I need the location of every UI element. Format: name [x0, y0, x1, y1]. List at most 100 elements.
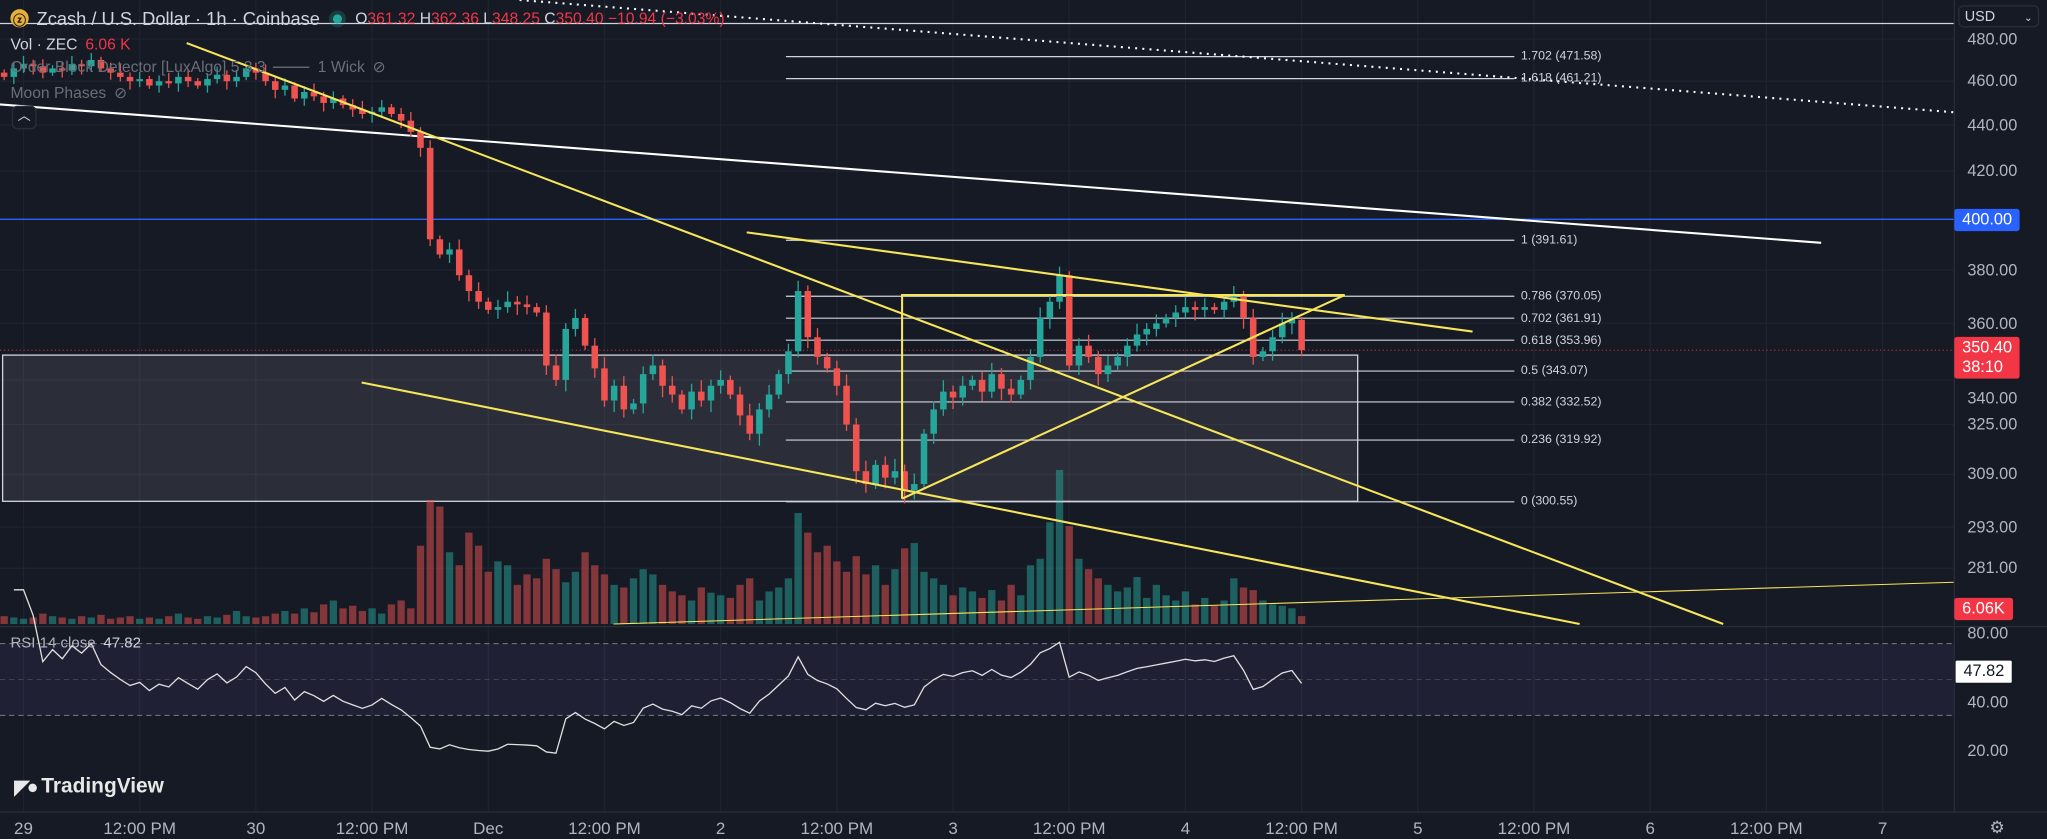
candle-down: [659, 365, 666, 386]
volume-bar: [1007, 584, 1015, 625]
volume-bar: [455, 565, 463, 625]
volume-bar: [349, 605, 357, 625]
volume-bar: [77, 616, 86, 625]
fib-level-label: 1.702 (471.58): [1520, 49, 1602, 64]
rsi-legend[interactable]: RSI 14 close 47.82: [10, 635, 141, 652]
candle-up: [794, 291, 802, 352]
volume-bar: [116, 617, 124, 625]
candle-up: [155, 81, 163, 86]
candle-up: [1259, 351, 1267, 357]
time-axis-label: 5: [1413, 818, 1423, 839]
volume-bar: [68, 618, 76, 625]
volume-bar: [223, 614, 231, 625]
time-axis-label: 12:00 PM: [335, 818, 409, 839]
candle-up: [10, 68, 18, 77]
volume-bar: [329, 600, 338, 625]
alert-price-tag[interactable]: 400.00: [1954, 208, 2020, 232]
chevron-up-icon: ︿: [17, 109, 31, 125]
volume-bar: [784, 578, 793, 625]
descending-resistance-line: [746, 231, 1473, 333]
volume-bar: [639, 569, 647, 625]
volume-bar: [126, 616, 134, 625]
tradingview-logo-icon: ◤●: [14, 776, 38, 799]
candle-up: [572, 317, 579, 329]
candle-up: [872, 464, 879, 485]
volume-bar: [726, 597, 734, 625]
time-axis-label: 12:00 PM: [568, 818, 641, 839]
candle-down: [426, 147, 434, 240]
volume-bar: [1259, 600, 1267, 625]
volume-bar: [1181, 591, 1190, 625]
candle-down: [881, 464, 889, 478]
volume-bar: [804, 532, 812, 625]
candle-up: [969, 379, 976, 386]
hidden-eye-icon[interactable]: ⊘: [114, 83, 128, 102]
symbol-legend[interactable]: ⓩ Zcash / U.S. Dollar · 1h · Coinbase O3…: [10, 7, 725, 29]
volume-bar: [658, 584, 667, 625]
volume-bar: [1239, 587, 1248, 625]
time-axis-label: 2: [715, 818, 726, 839]
volume-bar: [474, 545, 483, 625]
candle-up: [330, 98, 337, 103]
candles: [0, 53, 1305, 504]
candle-up: [891, 471, 899, 478]
time-axis-label: 4: [1180, 818, 1191, 839]
volume-bar: [358, 610, 367, 625]
volume-bar: [591, 565, 599, 625]
tradingview-logo[interactable]: ◤● TradingView: [14, 775, 164, 799]
volume-bar: [852, 556, 860, 625]
volume-bar: [48, 616, 57, 625]
volume-bar: [813, 552, 822, 625]
candle-down: [1085, 345, 1092, 357]
volume-bar: [1268, 604, 1277, 625]
volume-bar: [184, 617, 192, 625]
time-axis-label: 7: [1877, 818, 1888, 839]
time-axis-label: 12:00 PM: [1265, 818, 1338, 839]
price-axis-label: 325.00: [1967, 415, 2018, 434]
volume-bar: [0, 616, 8, 625]
candle-up: [1201, 307, 1209, 310]
candle-up: [378, 107, 386, 112]
currency-select[interactable]: USD ⌄: [1958, 5, 2040, 28]
rsi-axis-label: 80.00: [1967, 624, 2009, 643]
candle-down: [291, 85, 298, 99]
volume-bar: [842, 571, 851, 625]
rsi-axis-label: 40.00: [1967, 693, 2009, 712]
price-axis-label: 360.00: [1967, 314, 2018, 333]
candle-down: [543, 312, 550, 366]
candle-down: [1095, 356, 1102, 375]
volume-bar: [610, 584, 618, 625]
volume-bar: [39, 613, 47, 625]
symbol-title[interactable]: Zcash / U.S. Dollar · 1h · Coinbase: [36, 7, 320, 29]
volume-bar: [833, 561, 841, 625]
volume-bar: [910, 543, 918, 625]
indicator-order-block[interactable]: Order Block Detector [LuxAlgo] 5 3 3 1 W…: [10, 57, 386, 76]
fib-level-label: 0 (300.55): [1520, 494, 1578, 509]
volume-legend[interactable]: Vol · ZEC 6.06 K: [10, 35, 131, 54]
candle-down: [533, 307, 540, 313]
settings-gear-icon[interactable]: ⚙: [1989, 817, 2005, 837]
hidden-eye-icon[interactable]: ⊘: [372, 57, 386, 76]
candle-down: [727, 379, 734, 395]
volume-bar: [465, 532, 473, 625]
candle-down: [852, 424, 860, 472]
fib-level-label: 0.786 (370.05): [1520, 289, 1602, 304]
volume-bar: [542, 558, 551, 625]
indicator-moon-phases[interactable]: Moon Phases ⊘: [10, 83, 128, 102]
candle-down: [901, 471, 908, 491]
volume-bar: [1084, 569, 1093, 625]
candle-down: [194, 81, 202, 86]
volume-bar: [310, 612, 318, 625]
candle-up: [1075, 345, 1083, 366]
rsi-axis-label: 20.00: [1967, 741, 2009, 760]
candle-up: [1056, 275, 1063, 302]
volume-bar: [678, 595, 686, 625]
candle-down: [262, 72, 269, 82]
volume-bar: [668, 591, 676, 625]
candle-down: [523, 304, 531, 308]
collapse-legend-button[interactable]: ︿: [11, 105, 37, 130]
dotted-trendline: [519, 0, 1955, 114]
candle-up: [1143, 328, 1150, 335]
volume-bar: [397, 600, 405, 625]
